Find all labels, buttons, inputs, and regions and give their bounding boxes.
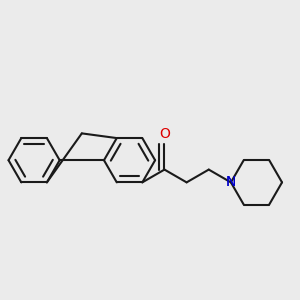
Text: N: N [226, 176, 236, 189]
Text: N: N [226, 176, 236, 189]
Text: O: O [159, 127, 170, 141]
